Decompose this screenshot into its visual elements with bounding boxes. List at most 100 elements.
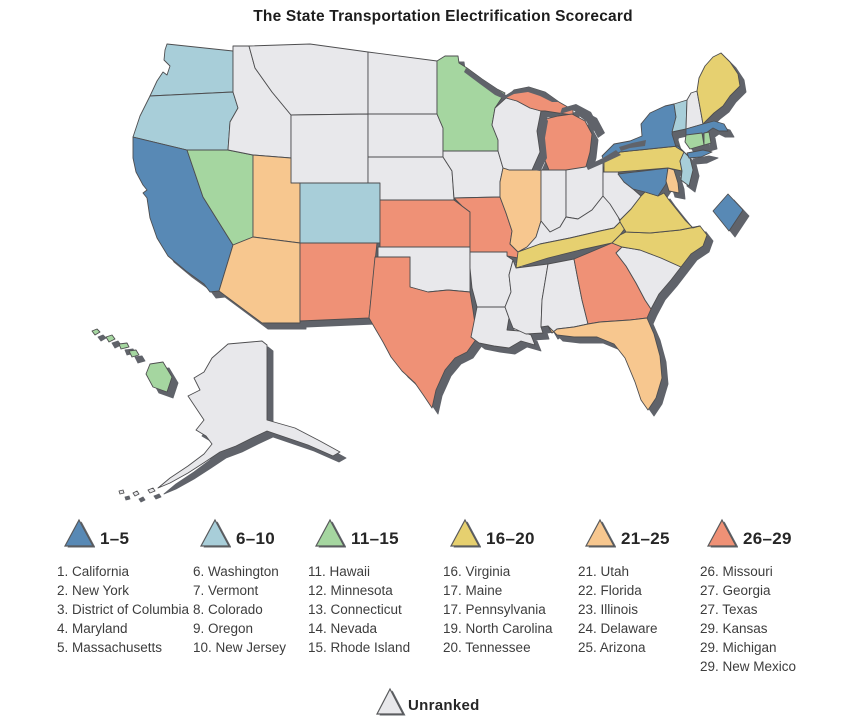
state-minnesota: [436, 55, 506, 152]
state-louisiana: [470, 306, 536, 349]
state-vermont: [671, 99, 688, 133]
ranked-state-item: 29. New Mexico: [700, 659, 797, 674]
ranked-state-item: 1. California: [57, 564, 130, 579]
ranked-state-item: 29. Kansas: [700, 621, 768, 636]
ranked-state-item: 26. Missouri: [700, 564, 773, 579]
state-new-jersey: [679, 151, 694, 187]
ranked-state-item: 11. Hawaii: [308, 564, 371, 579]
legend-group: 6–10 6. Washington 7. Vermont 8. Colorado 9…: [193, 512, 327, 657]
state-wyoming: [290, 113, 369, 184]
ranked-state-list: 21. Utah 22. Florida 23. Illinois 24. Delaw…: [578, 562, 712, 657]
ranked-state-item: 13. Connecticut: [308, 602, 402, 617]
ranked-state-item: 25. Arizona: [578, 640, 646, 655]
state-arkansas: [469, 251, 514, 308]
ranked-state-item: 21. Utah: [578, 564, 630, 579]
legend-group-header: 1–5: [61, 512, 191, 550]
legend-group: 16–20 16. Virginia 17. Maine 17. Pennsylva…: [443, 512, 577, 657]
ranked-state-item: 3. District of Columbia: [57, 602, 190, 617]
state-district-of-columbia-callout: [712, 193, 744, 232]
unranked-triangle-icon: [376, 687, 406, 716]
rank-triangle-icon: [63, 518, 95, 548]
legend-group-header: 21–25: [582, 512, 712, 550]
ranked-state-list: 26. Missouri 27. Georgia 27. Texas 29. Kans…: [700, 562, 834, 676]
legend-group-header: 11–15: [312, 512, 442, 550]
state-north-dakota: [367, 51, 438, 115]
rank-range-label: 26–29: [743, 529, 792, 548]
state-texas: [368, 256, 478, 409]
state-kansas: [379, 199, 471, 248]
ranked-state-item: 27. Texas: [700, 602, 758, 617]
page-title: The State Transportation Electrification…: [253, 8, 633, 25]
rank-triangle-icon: [706, 518, 738, 548]
legend-group: 21–25 21. Utah 22. Florida 23. Illinois 24.…: [578, 512, 712, 657]
ranked-state-item: 17. Maine: [443, 583, 503, 598]
ranked-state-item: 8. Colorado: [193, 602, 263, 617]
ranked-state-item: 6. Washington: [193, 564, 279, 579]
lake-erie: [586, 150, 621, 170]
rank-triangle-icon: [314, 518, 346, 548]
unranked-label: Unranked: [408, 697, 480, 714]
rank-triangle-icon: [199, 518, 231, 548]
state-hawaii-molokai: [118, 342, 130, 350]
ranked-state-list: 6. Washington 7. Vermont 8. Colorado 9. Ore…: [193, 562, 327, 657]
state-maine: [696, 52, 741, 125]
ranked-state-item: 22. Florida: [578, 583, 642, 598]
ranked-state-item: 4. Maryland: [57, 621, 128, 636]
state-hawaii-oahu: [105, 334, 116, 343]
state-hawaii-big-island: [145, 361, 173, 393]
ranked-state-item: 20. Tennessee: [443, 640, 531, 655]
legend-group-header: 16–20: [447, 512, 577, 550]
ranked-state-item: 17. Pennsylvania: [443, 602, 546, 617]
state-florida: [547, 317, 663, 411]
state-connecticut: [684, 132, 705, 150]
legend-group-header: 6–10: [197, 512, 327, 550]
state-arizona: [218, 236, 301, 324]
state-nebraska: [367, 156, 455, 201]
legend-group-header: 26–29: [704, 512, 834, 550]
state-alaska-aleutian-islands: [118, 487, 156, 497]
ranked-state-item: 27. Georgia: [700, 583, 771, 598]
ranked-state-item: 9. Oregon: [193, 621, 254, 636]
state-rhode-island: [703, 131, 712, 146]
ranked-state-item: 29. Michigan: [700, 640, 777, 655]
state-washington: [149, 43, 234, 97]
ranked-state-item: 5. Massachusetts: [57, 640, 163, 655]
ranked-state-item: 12. Minnesota: [308, 583, 393, 598]
state-colorado: [299, 182, 381, 244]
rank-range-label: 21–25: [621, 529, 670, 548]
ranked-state-list: 16. Virginia 17. Maine 17. Pennsylvania 19.…: [443, 562, 577, 657]
rank-range-label: 11–15: [351, 529, 399, 548]
ranked-state-item: 15. Rhode Island: [308, 640, 411, 655]
ranked-state-list: 1. California 2. New York 3. District of C…: [57, 562, 191, 657]
rank-range-label: 16–20: [486, 529, 535, 548]
lake-michigan: [533, 113, 548, 171]
ranked-state-item: 24. Delaware: [578, 621, 658, 636]
rank-range-label: 1–5: [100, 529, 130, 548]
state-alaska: [157, 340, 341, 489]
ranked-state-item: 16. Virginia: [443, 564, 511, 579]
legend-groups: 1–5 1. California 2. New York 3. District …: [0, 512, 856, 692]
state-hawaii-maui: [128, 349, 140, 358]
ranked-state-item: 23. Illinois: [578, 602, 639, 617]
ranked-state-item: 14. Nevada: [308, 621, 378, 636]
lake-superior: [464, 68, 559, 102]
rank-triangle-icon: [584, 518, 616, 548]
legend-group: 26–29 26. Missouri 27. Georgia 27. Texas 29…: [700, 512, 834, 676]
lake-huron: [560, 104, 599, 132]
ranked-state-item: 7. Vermont: [193, 583, 259, 598]
rank-range-label: 6–10: [236, 529, 276, 548]
ranked-state-item: 2. New York: [57, 583, 130, 598]
legend-group: 11–15 11. Hawaii 12. Minnesota 13. Connect…: [308, 512, 442, 657]
legend-group: 1–5 1. California 2. New York 3. District …: [57, 512, 191, 657]
ranked-state-item: 19. North Carolina: [443, 621, 553, 636]
rank-triangle-icon: [449, 518, 481, 548]
state-new-mexico: [299, 242, 378, 322]
lake-ontario: [619, 140, 646, 151]
us-map: [91, 43, 744, 497]
state-delaware: [665, 167, 680, 194]
state-new-york-long-island: [686, 149, 713, 159]
legend-unranked: Unranked: [374, 684, 480, 718]
state-michigan: [541, 113, 593, 171]
state-hawaii-kauai: [91, 328, 101, 336]
